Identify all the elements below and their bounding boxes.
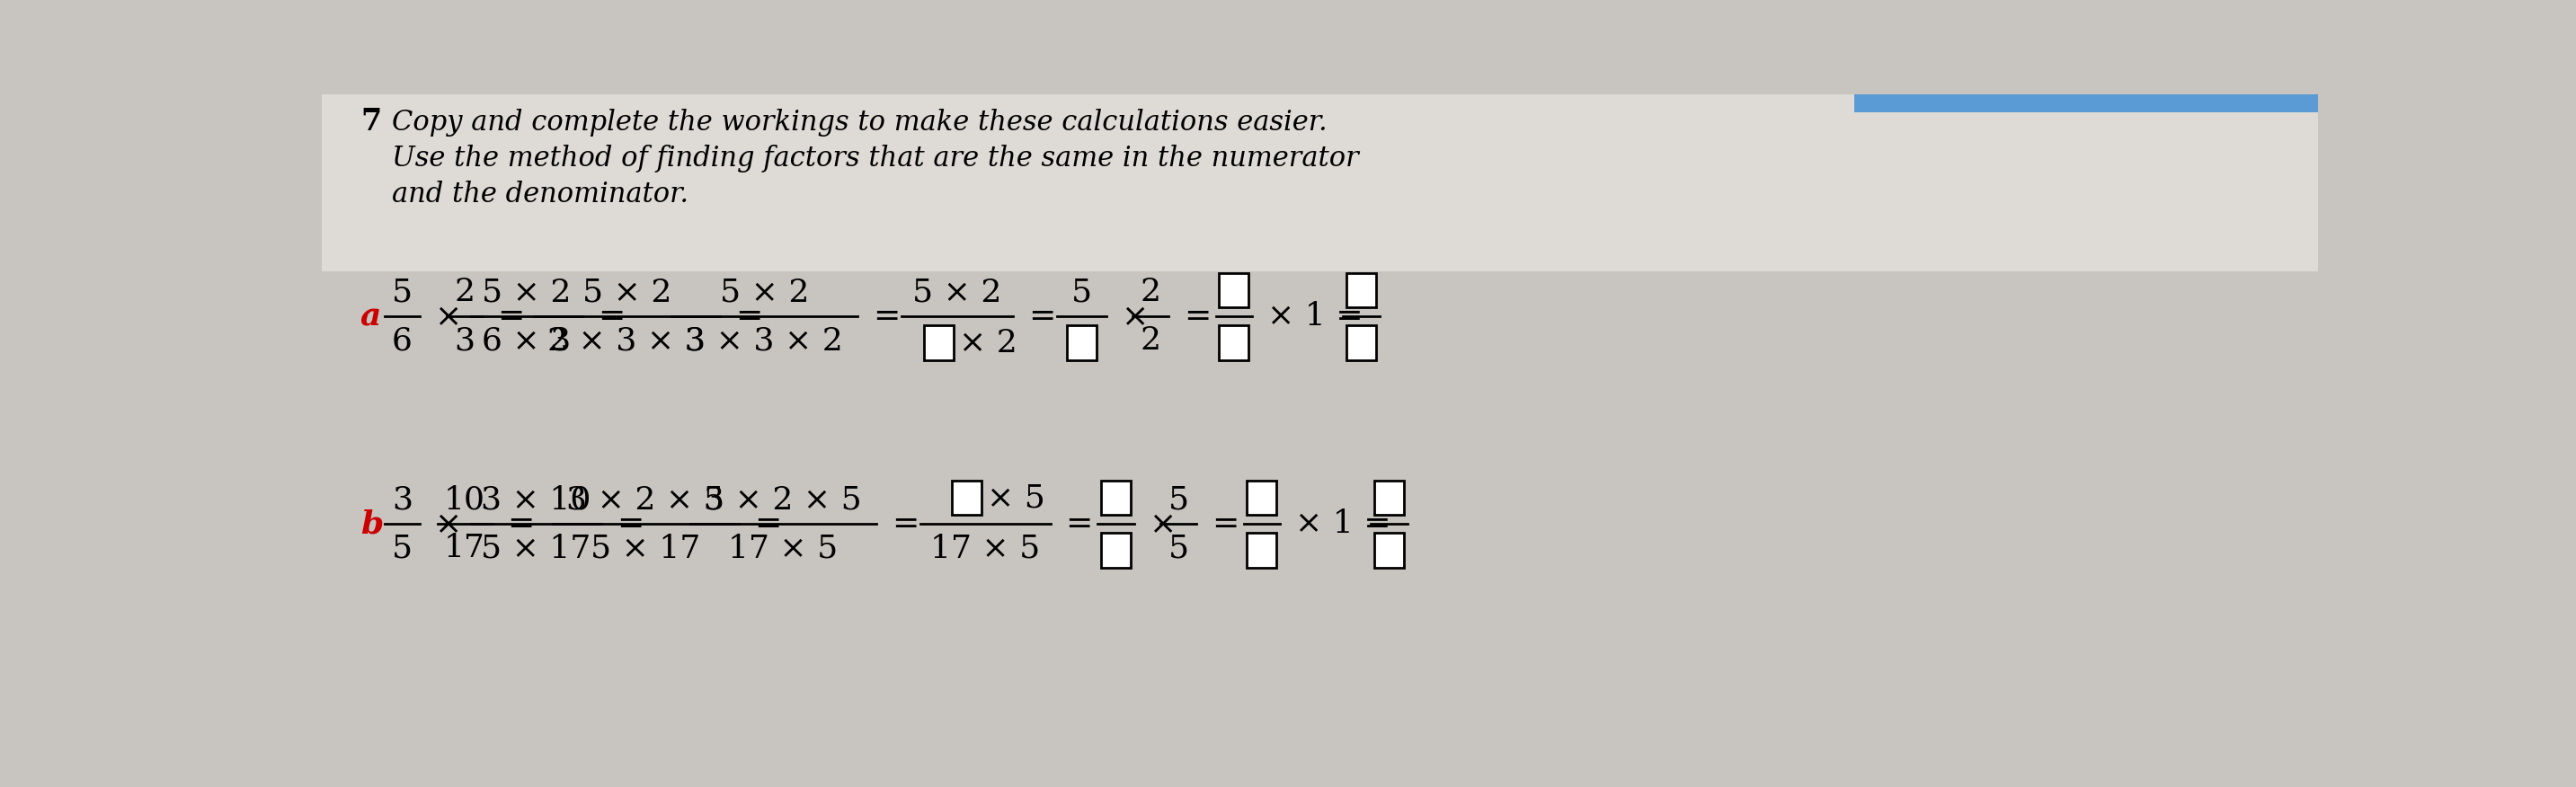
Bar <box>1347 273 1376 308</box>
Text: 5 × 2: 5 × 2 <box>912 277 1002 308</box>
Text: and the denominator.: and the denominator. <box>392 181 688 209</box>
Text: 5 × 2: 5 × 2 <box>482 277 572 308</box>
Bar <box>1247 533 1275 567</box>
Text: =: = <box>734 301 762 332</box>
Text: b: b <box>361 508 384 539</box>
Text: 2: 2 <box>453 277 474 308</box>
Bar <box>1855 94 2318 113</box>
Text: 5 × 17: 5 × 17 <box>482 533 590 563</box>
Bar <box>1347 326 1376 360</box>
Text: ×: × <box>1121 301 1149 332</box>
Bar <box>953 480 981 515</box>
Text: 2 × 3 × 3: 2 × 3 × 3 <box>549 326 706 356</box>
Text: 5: 5 <box>1167 485 1190 515</box>
Text: 5: 5 <box>1072 277 1092 308</box>
Text: a: a <box>361 301 381 332</box>
Text: ×: × <box>435 508 461 539</box>
Bar <box>1218 326 1249 360</box>
Bar <box>1376 480 1404 515</box>
Text: =: = <box>1066 508 1092 539</box>
Text: 2: 2 <box>1141 277 1162 308</box>
Bar <box>1066 326 1097 360</box>
Text: 5: 5 <box>392 533 412 563</box>
Text: Use the method of finding factors that are the same in the numerator: Use the method of finding factors that a… <box>392 145 1358 173</box>
Text: × 1 =: × 1 = <box>1267 301 1363 332</box>
Bar <box>1218 273 1249 308</box>
Text: =: = <box>755 508 781 539</box>
Text: =: = <box>497 301 526 332</box>
Text: 2: 2 <box>1141 326 1162 356</box>
Text: 7: 7 <box>361 107 381 136</box>
Bar <box>1247 480 1275 515</box>
Text: × 1 =: × 1 = <box>1296 508 1391 539</box>
Text: ×: × <box>1149 508 1177 539</box>
Text: Copy and complete the workings to make these calculations easier.: Copy and complete the workings to make t… <box>392 109 1327 137</box>
Text: × 5: × 5 <box>987 482 1046 513</box>
Text: 10: 10 <box>443 485 484 515</box>
Text: =: = <box>873 301 899 332</box>
Bar <box>322 94 2318 272</box>
Bar <box>1376 533 1404 567</box>
Text: 3 × 10: 3 × 10 <box>482 485 592 515</box>
Text: =: = <box>507 508 533 539</box>
Text: =: = <box>891 508 920 539</box>
Text: 17 × 5: 17 × 5 <box>930 533 1041 563</box>
Text: =: = <box>1211 508 1239 539</box>
Text: 5: 5 <box>392 277 412 308</box>
Text: =: = <box>1028 301 1056 332</box>
Text: 3: 3 <box>453 326 474 356</box>
Text: =: = <box>1182 301 1211 332</box>
Text: 3: 3 <box>392 485 412 515</box>
Text: 3 × 2 × 5: 3 × 2 × 5 <box>703 485 863 515</box>
Text: 5 × 2: 5 × 2 <box>719 277 809 308</box>
Text: 6: 6 <box>392 326 412 356</box>
Text: 5 × 17: 5 × 17 <box>590 533 701 563</box>
Text: 3 × 3 × 2: 3 × 3 × 2 <box>685 326 842 356</box>
Text: 3 × 2 × 5: 3 × 2 × 5 <box>567 485 724 515</box>
Text: 5 × 2: 5 × 2 <box>582 277 672 308</box>
Bar <box>1100 480 1131 515</box>
Text: =: = <box>616 508 644 539</box>
Text: =: = <box>598 301 626 332</box>
Bar <box>925 326 953 360</box>
Text: 17: 17 <box>443 533 484 563</box>
Text: 5: 5 <box>1167 533 1190 563</box>
Text: × 2: × 2 <box>958 327 1018 358</box>
Text: ×: × <box>435 301 461 332</box>
Text: 17 × 5: 17 × 5 <box>729 533 837 563</box>
Text: 6 × 3: 6 × 3 <box>482 326 572 356</box>
Bar <box>1100 533 1131 567</box>
